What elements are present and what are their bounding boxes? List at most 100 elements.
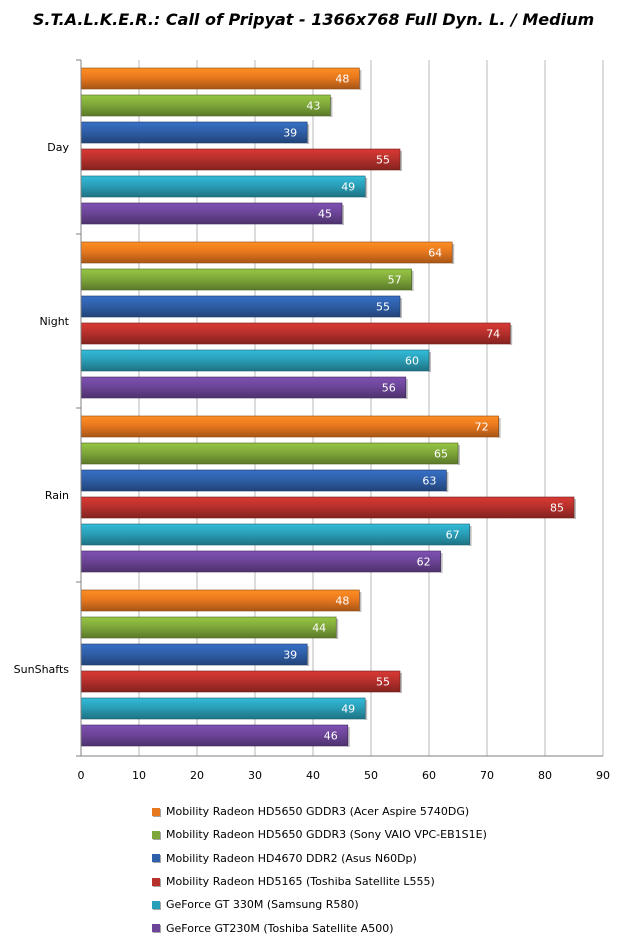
bar [80,202,343,225]
bar-shadow [307,646,310,666]
bar [80,724,349,747]
data-label: 46 [324,730,338,743]
bar-shadow [411,271,414,291]
axes [76,59,603,757]
data-label: 55 [376,301,390,314]
x-tick-label: 70 [480,769,494,782]
data-label: 67 [446,529,460,542]
bar [80,523,470,546]
bar-shadow [446,472,449,492]
bar [80,496,575,519]
legend-item: Mobility Radeon HD5650 GDDR3 (Sony VAIO … [152,823,487,846]
x-tick-label: 60 [422,769,436,782]
bar [80,376,407,399]
x-tick-label: 90 [596,769,610,782]
bar [80,670,401,693]
bar-shadow [574,499,576,519]
legend-label: Mobility Radeon HD5650 GDDR3 (Acer Aspir… [166,805,470,819]
data-label: 43 [306,100,320,113]
data-label: 65 [434,448,448,461]
bar-chart: 0 10 20 30 40 50 60 70 80 90 Day 48 43 39 55 49 45 Night 6… [14,59,610,783]
bar-shadow [498,418,501,438]
bar-shadow [400,673,402,693]
x-tick-label: 80 [538,769,552,782]
legend-swatch [152,830,160,839]
x-tick-label: 40 [306,769,320,782]
bar-shadow [365,178,368,198]
bar [80,469,447,492]
legend-item: Mobility Radeon HD5650 GDDR3 (Acer Aspir… [152,800,487,823]
bar-shadow [330,97,333,117]
x-tick-label: 30 [248,769,262,782]
bar [80,148,401,171]
legend-label: GeForce GT230M (Toshiba Satellite A500) [166,921,394,935]
bar [80,67,360,90]
bar [80,550,441,573]
bar-shadow [469,526,472,546]
legend-label: Mobility Radeon HD5650 GDDR3 (Sony VAIO … [166,828,487,842]
bar-shadow [400,151,402,171]
bar [80,322,511,345]
legend-swatch [152,900,160,909]
data-label: 55 [376,154,390,167]
data-label: 60 [405,355,419,368]
category-label: Night [39,315,69,328]
bar-shadow [336,619,339,639]
data-label: 44 [312,622,326,635]
data-label: 49 [341,181,355,194]
bar [80,94,331,117]
category-label: Rain [45,489,69,502]
legend-item: GeForce GT 330M (Samsung R580) [152,893,487,916]
data-label: 74 [486,328,500,341]
data-label: 63 [422,475,436,488]
bars [80,67,576,747]
bar [80,121,308,144]
data-label: 45 [318,208,332,221]
legend-item: GeForce GT230M (Toshiba Satellite A500) [152,916,487,939]
bar-shadow [510,325,513,345]
data-label: 85 [550,502,564,515]
legend-swatch [152,924,160,933]
data-label: 64 [428,247,442,260]
category-label: SunShafts [14,663,70,676]
legend-label: GeForce GT 330M (Samsung R580) [166,898,359,912]
legend: Mobility Radeon HD5650 GDDR3 (Acer Aspir… [152,800,487,940]
bar [80,643,308,666]
legend-swatch [152,807,160,816]
bar [80,589,360,612]
bar [80,241,453,264]
bar [80,697,366,720]
x-tick-label: 20 [190,769,204,782]
x-tick-label: 0 [78,769,85,782]
legend-label: Mobility Radeon HD5165 (Toshiba Satellit… [166,875,435,889]
bar-shadow [347,727,350,747]
x-tick-label: 50 [364,769,378,782]
bar-shadow [458,445,460,465]
bar-shadow [405,379,408,399]
data-label: 39 [283,127,297,140]
labels: 0 10 20 30 40 50 60 70 80 90 Day 48 43 39 55 49 45 Night 6… [14,73,610,783]
bar-shadow [452,244,455,264]
legend-item: Mobility Radeon HD5165 (Toshiba Satellit… [152,870,487,893]
bar-shadow [440,553,443,573]
data-label: 62 [417,556,431,569]
data-label: 49 [341,703,355,716]
bar-shadow [359,592,362,612]
bar-shadow [429,352,431,372]
legend-swatch [152,854,160,863]
bar [80,349,430,372]
data-label: 48 [335,595,349,608]
bar [80,295,401,318]
bar [80,268,412,291]
bar-shadow [342,205,344,225]
bar-shadow [400,298,402,318]
data-label: 56 [382,382,396,395]
bar-shadow [307,124,310,144]
bar [80,616,337,639]
x-tick-label: 10 [132,769,146,782]
chart-title: S.T.A.L.K.E.R.: Call of Pripyat - 1366x7… [32,10,595,29]
legend-label: Mobility Radeon HD4670 DDR2 (Asus N60Dp) [166,851,417,865]
data-label: 72 [475,421,489,434]
legend-item: Mobility Radeon HD4670 DDR2 (Asus N60Dp) [152,847,487,870]
category-label: Day [47,141,69,154]
